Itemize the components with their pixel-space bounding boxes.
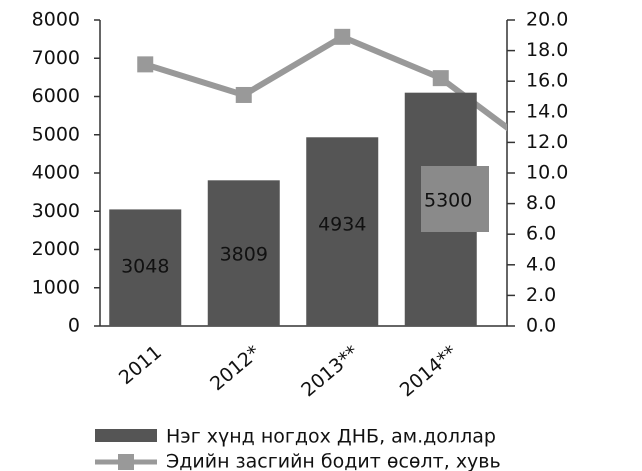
x-tick-label: 2012*	[206, 341, 264, 395]
y2-tick-label: 6.0	[526, 223, 556, 245]
y-tick-label: 2000	[32, 238, 80, 260]
y-tick-label: 8000	[32, 9, 80, 31]
y2-tick-label: 8.0	[526, 192, 556, 214]
y2-tick-label: 0.0	[526, 315, 556, 337]
y-tick-label: 4000	[32, 162, 80, 184]
y-tick-label: 0	[68, 315, 80, 337]
x-tick-label: 2013**	[297, 341, 363, 401]
y2-tick-label: 4.0	[526, 253, 556, 275]
y2-tick-label: 12.0	[526, 131, 568, 153]
y2-tick-label: 18.0	[526, 39, 568, 61]
y2-tick-label: 20.0	[526, 9, 568, 31]
legend-swatch	[95, 429, 157, 442]
legend-label: Эдийн засгийн бодит өсөлт, хувь	[166, 451, 501, 471]
bar	[207, 180, 280, 326]
data-label: 3048	[121, 256, 169, 278]
y2-tick-label: 2.0	[526, 284, 556, 306]
line-marker	[235, 86, 252, 103]
y-tick-label: 3000	[32, 200, 80, 222]
line-marker	[432, 70, 449, 87]
line-marker	[334, 28, 351, 45]
legend-marker	[118, 454, 134, 470]
annotation: 5300	[424, 190, 472, 212]
y-tick-label: 6000	[32, 85, 80, 107]
y2-tick-label: 10.0	[526, 162, 568, 184]
legend-label: Нэг хүнд ногдох ДНБ, ам.доллар	[166, 426, 496, 448]
y-tick-label: 1000	[32, 276, 80, 298]
y2-tick-label: 16.0	[526, 70, 568, 92]
y-tick-label: 5000	[32, 123, 80, 145]
plot-area	[144, 33, 507, 132]
x-tick-label: 2011	[115, 341, 166, 389]
data-label: 3809	[220, 244, 268, 266]
x-tick-label: 2014**	[396, 341, 462, 401]
bar	[109, 209, 182, 326]
annotation-box	[421, 166, 489, 232]
y2-tick-label: 14.0	[526, 100, 568, 122]
line	[144, 33, 507, 132]
data-label: 4934	[318, 214, 366, 236]
y-tick-label: 7000	[32, 47, 80, 69]
line-marker	[137, 56, 154, 73]
bar	[306, 137, 379, 326]
